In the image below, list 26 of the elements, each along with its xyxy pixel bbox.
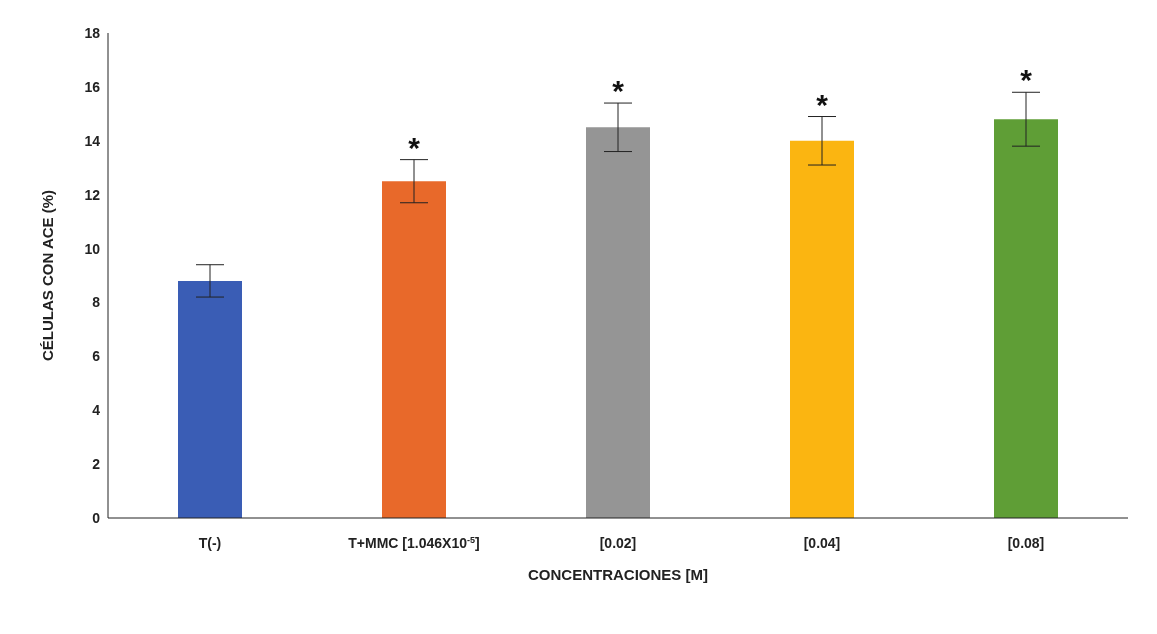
x-axis-title: CONCENTRACIONES [M]: [528, 566, 708, 583]
x-tick-label: [0.04]: [803, 535, 841, 551]
y-tick-label: 12: [84, 186, 101, 203]
y-tick-label: 14: [84, 132, 101, 149]
y-tick-label: 10: [84, 240, 101, 257]
x-tick-label: T+MMC [1.046X10$^{-5}$]: [348, 535, 480, 551]
annotation: *: [408, 130, 421, 164]
x-tick-label: [0.08]: [1007, 535, 1045, 551]
y-tick-label: 18: [84, 24, 101, 41]
bar: [994, 119, 1058, 518]
bar: [586, 127, 650, 518]
y-tick-label: 16: [84, 78, 101, 95]
annotation: *: [612, 74, 625, 108]
x-tick-label: T(-): [198, 535, 222, 551]
x-tick-label: [0.02]: [599, 535, 637, 551]
annotation: *: [816, 87, 829, 121]
bar: [382, 181, 446, 518]
y-tick-label: 6: [92, 348, 101, 365]
annotation: *: [1020, 63, 1033, 97]
bar: [178, 280, 242, 518]
bar: [790, 140, 854, 518]
y-tick-label: 8: [92, 294, 101, 311]
y-axis-title: CÉLULAS CON ACE (%): [39, 189, 57, 362]
y-tick-label: 4: [92, 402, 101, 419]
y-tick-label: 2: [92, 456, 101, 473]
y-tick-label: 0: [92, 509, 101, 526]
